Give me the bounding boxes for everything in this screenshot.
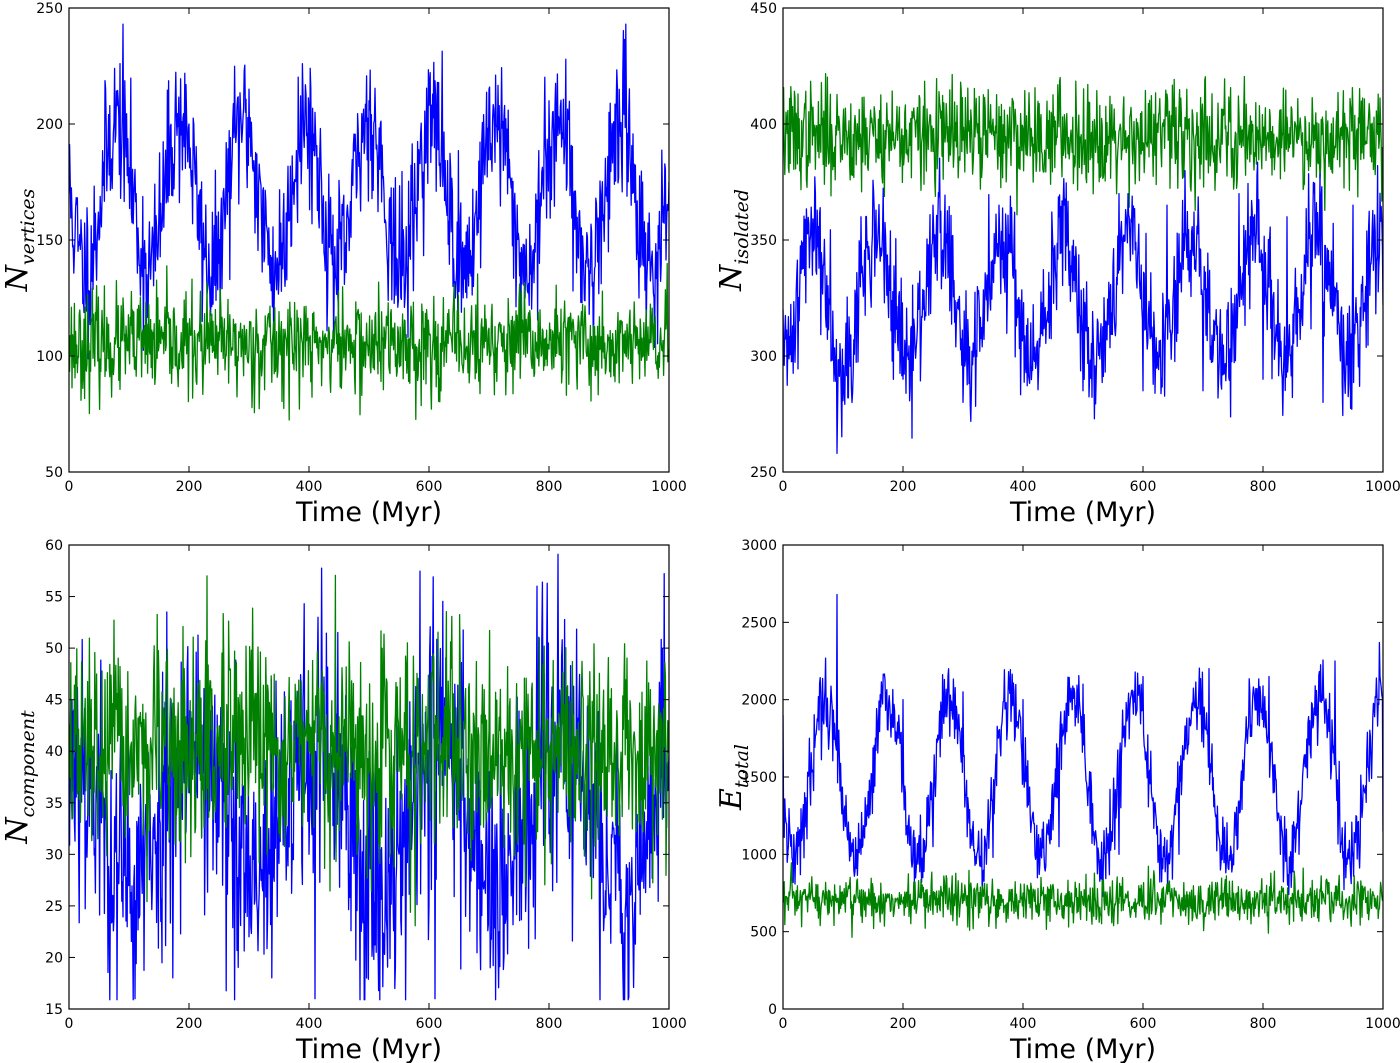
x-tick-label: 400 <box>1010 1016 1037 1032</box>
y-tick-label: 300 <box>750 349 777 365</box>
y-tick-label: 400 <box>750 117 777 133</box>
x-tick-label: 0 <box>779 479 788 495</box>
y-tick-label: 55 <box>45 590 63 606</box>
x-tick-label: 600 <box>1130 479 1157 495</box>
series-line-green <box>69 262 669 421</box>
y-tick-label: 60 <box>45 538 63 554</box>
plot-frame <box>782 7 1384 473</box>
y-tick-label: 50 <box>45 465 63 481</box>
plot-area <box>783 72 1383 455</box>
x-tick-label: 600 <box>416 479 443 495</box>
series-line-blue <box>783 157 1383 455</box>
x-tick-label: 600 <box>1130 1016 1157 1032</box>
x-tick-label: 0 <box>65 1016 74 1032</box>
plot-area <box>69 553 669 1001</box>
x-tick-label: 400 <box>1010 479 1037 495</box>
y-axis-label: Etotal <box>714 744 753 811</box>
y-tick-label: 45 <box>45 693 63 709</box>
series-line-green <box>69 574 669 927</box>
x-tick-label: 400 <box>296 1016 323 1032</box>
y-tick-label: 20 <box>45 950 63 966</box>
y-tick-label: 250 <box>36 1 63 17</box>
x-tick-label: 200 <box>890 479 917 495</box>
y-tick-label: 25 <box>45 899 63 915</box>
x-tick-label: 600 <box>416 1016 443 1032</box>
y-tick-label: 2500 <box>741 615 777 631</box>
y-tick-label: 35 <box>45 796 63 812</box>
x-tick-label: 200 <box>176 1016 203 1032</box>
y-tick-label: 50 <box>45 641 63 657</box>
y-tick-label: 30 <box>45 847 63 863</box>
y-tick-label: 450 <box>750 1 777 17</box>
y-tick-label: 3000 <box>741 538 777 554</box>
x-tick-label: 200 <box>890 1016 917 1032</box>
x-axis-label: Time (Myr) <box>1009 1034 1156 1063</box>
subplot-total: 0 200 400 600 800 1000 0 500 1000 1500 2000 2500 300… <box>714 538 1400 1063</box>
y-tick-label: 1500 <box>741 770 777 786</box>
y-axis-label: Ncomponent <box>0 710 39 845</box>
y-axis-label: Nvertices <box>0 188 39 292</box>
series-line-blue <box>69 23 669 361</box>
x-tick-label: 0 <box>65 479 74 495</box>
x-tick-label: 800 <box>1250 1016 1277 1032</box>
subplot-vertices: 0 200 400 600 800 1000 50 100 150 200 250 Time (Myr… <box>0 1 687 528</box>
x-tick-label: 1000 <box>1365 1016 1400 1032</box>
x-tick-label: 800 <box>536 479 563 495</box>
plot-frame <box>68 544 670 1010</box>
series-line-blue <box>783 593 1383 897</box>
x-tick-label: 0 <box>779 1016 788 1032</box>
x-tick-label: 1000 <box>651 1016 687 1032</box>
y-tick-label: 100 <box>36 349 63 365</box>
series-line-green <box>783 862 1383 938</box>
y-axis-label: Nisolated <box>714 189 753 292</box>
x-axis-label: Time (Myr) <box>1009 497 1156 528</box>
y-tick-label: 0 <box>768 1002 777 1018</box>
series-line-green <box>783 72 1383 216</box>
y-tick-label: 250 <box>750 465 777 481</box>
y-tick-label: 200 <box>36 117 63 133</box>
y-tick-label: 40 <box>45 744 63 760</box>
y-tick-label: 150 <box>36 233 63 249</box>
subplot-component: 0 200 400 600 800 1000 15 20 25 30 35 40 45 50 55 60 Tim… <box>0 538 687 1063</box>
x-tick-label: 800 <box>1250 479 1277 495</box>
plot-area <box>783 593 1383 938</box>
x-tick-label: 1000 <box>651 479 687 495</box>
y-tick-label: 1000 <box>741 847 777 863</box>
subplot-isolated: 0 200 400 600 800 1000 250 300 350 400 450 Time (My… <box>714 1 1400 528</box>
x-axis-label: Time (Myr) <box>295 1034 442 1063</box>
plot-area <box>69 23 669 421</box>
y-tick-label: 500 <box>750 925 777 941</box>
x-tick-label: 800 <box>536 1016 563 1032</box>
x-tick-label: 1000 <box>1365 479 1400 495</box>
x-axis-label: Time (Myr) <box>295 497 442 528</box>
y-tick-label: 350 <box>750 233 777 249</box>
y-tick-label: 15 <box>45 1002 63 1018</box>
x-tick-label: 200 <box>176 479 203 495</box>
y-tick-label: 2000 <box>741 693 777 709</box>
x-tick-label: 400 <box>296 479 323 495</box>
